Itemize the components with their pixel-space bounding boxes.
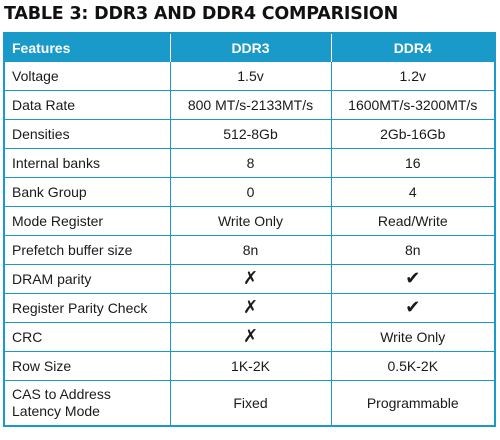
feature-cell: CAS to Address Latency Mode bbox=[3, 380, 171, 427]
feature-cell: Voltage bbox=[3, 61, 171, 91]
ddr4-cell: ✔ bbox=[330, 264, 496, 294]
ddr3-cell: 1K-2K bbox=[169, 351, 332, 381]
feature-cell: Data Rate bbox=[3, 90, 171, 120]
ddr3-cell: 8n bbox=[169, 235, 332, 265]
table-title: TABLE 3: DDR3 AND DDR4 COMPARISION bbox=[4, 4, 399, 24]
ddr3-cell: 1.5v bbox=[169, 61, 332, 91]
feature-cell: Densities bbox=[3, 119, 171, 149]
ddr4-cell: Write Only bbox=[330, 322, 496, 352]
ddr4-cell: 4 bbox=[330, 177, 496, 207]
ddr4-cell: Programmable bbox=[330, 380, 496, 427]
ddr3-cell: 0 bbox=[169, 177, 332, 207]
table-row: CRC ✗ Write Only bbox=[3, 322, 496, 352]
ddr3-cell: 800 MT/s-2133MT/s bbox=[169, 90, 332, 120]
feature-cell: Internal banks bbox=[3, 148, 171, 178]
cross-icon: ✗ bbox=[242, 268, 259, 289]
ddr3-cell: Write Only bbox=[169, 206, 332, 236]
header-features: Features bbox=[4, 33, 171, 62]
table-row: Data Rate 800 MT/s-2133MT/s 1600MT/s-320… bbox=[3, 90, 496, 120]
ddr4-cell: 1.2v bbox=[330, 61, 496, 91]
header-ddr3: DDR3 bbox=[170, 33, 332, 62]
table-row: CAS to Address Latency Mode Fixed Progra… bbox=[3, 380, 496, 427]
table-row: Densities 512-8Gb 2Gb-16Gb bbox=[3, 119, 496, 149]
ddr4-cell: 0.5K-2K bbox=[330, 351, 496, 381]
ddr4-cell: 8n bbox=[330, 235, 496, 265]
check-icon: ✔ bbox=[405, 268, 421, 289]
table-row: Mode Register Write Only Read/Write bbox=[3, 206, 496, 236]
table-row: Internal banks 8 16 bbox=[3, 148, 496, 178]
table-row: Prefetch buffer size 8n 8n bbox=[3, 235, 496, 265]
table-row: Register Parity Check ✗ ✔ bbox=[3, 293, 496, 323]
ddr4-cell: 16 bbox=[330, 148, 496, 178]
check-icon: ✔ bbox=[405, 297, 421, 318]
table-row: Row Size 1K-2K 0.5K-2K bbox=[3, 351, 496, 381]
ddr3-cell: 512-8Gb bbox=[169, 119, 332, 149]
feature-cell: Prefetch buffer size bbox=[3, 235, 171, 265]
ddr3-cell: ✗ bbox=[169, 322, 332, 352]
ddr3-cell: 8 bbox=[169, 148, 332, 178]
feature-cell: Mode Register bbox=[3, 206, 171, 236]
header-ddr4: DDR4 bbox=[331, 33, 495, 62]
cross-icon: ✗ bbox=[242, 297, 259, 318]
ddr4-cell: ✔ bbox=[330, 293, 496, 323]
feature-cell: Row Size bbox=[3, 351, 171, 381]
table-row: Bank Group 0 4 bbox=[3, 177, 496, 207]
feature-cell: CRC bbox=[3, 322, 171, 352]
comparison-table: Features DDR3 DDR4 Voltage 1.5v 1.2v Dat… bbox=[3, 32, 496, 427]
cross-icon: ✗ bbox=[242, 326, 259, 347]
feature-cell: Register Parity Check bbox=[3, 293, 171, 323]
ddr3-cell: Fixed bbox=[169, 380, 332, 427]
table-header-row: Features DDR3 DDR4 bbox=[4, 33, 495, 62]
ddr4-cell: Read/Write bbox=[330, 206, 496, 236]
ddr4-cell: 1600MT/s-3200MT/s bbox=[330, 90, 496, 120]
ddr3-cell: ✗ bbox=[169, 264, 332, 294]
ddr4-cell: 2Gb-16Gb bbox=[330, 119, 496, 149]
table-row: Voltage 1.5v 1.2v bbox=[3, 61, 496, 91]
feature-cell: DRAM parity bbox=[3, 264, 171, 294]
ddr3-cell: ✗ bbox=[169, 293, 332, 323]
feature-cell: Bank Group bbox=[3, 177, 171, 207]
table-row: DRAM parity ✗ ✔ bbox=[3, 264, 496, 294]
